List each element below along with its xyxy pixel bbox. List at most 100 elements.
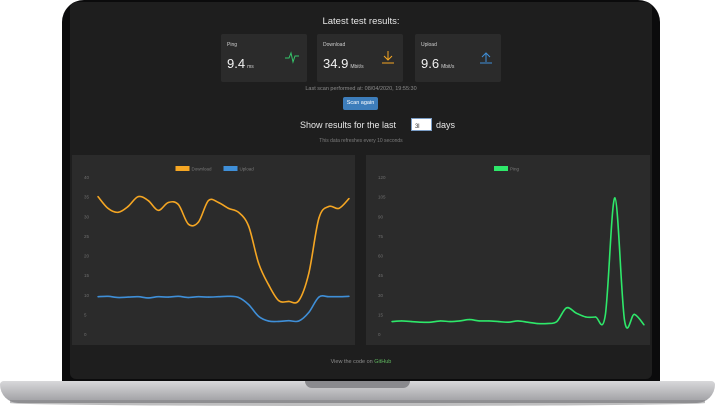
footer: View the code on GitHub	[70, 359, 652, 365]
data-point	[449, 320, 451, 323]
data-point	[207, 296, 210, 298]
laptop-notch	[305, 381, 410, 388]
data-point	[97, 296, 99, 298]
data-point	[348, 197, 350, 200]
upload-value: 9.6 Mbit/s	[421, 56, 455, 71]
series-line-download	[97, 195, 350, 304]
data-point	[517, 320, 519, 322]
ping-unit: ms	[247, 64, 254, 70]
data-point	[546, 322, 548, 325]
data-point	[468, 318, 471, 321]
laptop-base-shadow	[10, 400, 705, 406]
upload-label: Upload	[421, 42, 437, 48]
data-point	[147, 199, 149, 202]
ping-chart: 120 105 90 75 60 45 30 15 0 Ping	[378, 166, 645, 337]
y-tick-label: 120	[378, 175, 386, 180]
y-tick-label: 30	[84, 214, 90, 219]
data-point	[278, 299, 280, 302]
y-tick-label: 0	[84, 332, 87, 337]
download-unit: Mbit/s	[350, 64, 364, 70]
data-point	[187, 296, 190, 299]
y-tick-label: 30	[378, 293, 384, 298]
data-point	[187, 223, 190, 225]
series-line-upload	[97, 295, 350, 323]
data-point	[177, 295, 180, 298]
data-point	[237, 296, 240, 299]
data-point	[207, 199, 210, 202]
ping-card: Ping 9.4 ms	[221, 34, 307, 82]
data-point	[157, 296, 159, 298]
ping-chart-panel: 120 105 90 75 60 45 30 15 0 Ping	[366, 155, 650, 345]
speed-chart-panel: 40 35 30 25 20 15 10 5 0 Download Upload	[72, 155, 355, 345]
data-point	[497, 320, 500, 323]
legend-label: Download	[192, 167, 213, 172]
data-point	[478, 320, 480, 322]
ping-value: 9.4 ms	[227, 56, 254, 71]
data-point	[217, 201, 220, 204]
download-label: Download	[323, 42, 346, 48]
data-point	[288, 319, 290, 322]
data-point	[97, 195, 99, 198]
data-point	[147, 297, 149, 299]
refresh-note: This data refreshes every 10 seconds	[319, 138, 403, 144]
data-point	[308, 311, 310, 314]
laptop-base	[0, 381, 715, 403]
last-scan-text: Last scan performed at: 08/04/2020, 19:5…	[305, 86, 417, 92]
data-point	[177, 203, 180, 206]
y-tick-label: 5	[84, 312, 87, 317]
data-point	[594, 316, 597, 318]
data-point	[439, 320, 442, 322]
data-point	[318, 217, 320, 219]
data-point	[488, 320, 490, 322]
data-point	[328, 296, 330, 298]
data-point	[197, 221, 200, 223]
y-tick-label: 105	[378, 195, 386, 200]
legend-swatch[interactable]	[175, 166, 190, 171]
ping-label: Ping	[227, 42, 238, 48]
download-arrow-icon	[382, 51, 394, 64]
data-point	[227, 295, 230, 298]
data-point	[157, 209, 159, 212]
data-point	[197, 296, 200, 298]
data-point	[633, 313, 636, 316]
data-point	[420, 321, 422, 323]
y-tick-label: 40	[84, 175, 90, 180]
legend-swatch[interactable]	[223, 166, 238, 171]
data-point	[298, 299, 300, 302]
data-point	[267, 284, 270, 286]
app-screen: Latest test results: Ping 9.4 ms Download…	[70, 2, 652, 379]
data-point	[217, 296, 220, 298]
y-tick-label: 15	[84, 273, 90, 278]
data-point	[459, 320, 461, 322]
upload-unit: Mbit/s	[441, 64, 455, 70]
data-point	[267, 320, 270, 322]
github-link[interactable]: GitHub	[374, 359, 392, 365]
y-tick-label: 45	[378, 273, 384, 278]
page-title: Latest test results:	[322, 16, 400, 27]
data-point	[318, 296, 320, 298]
download-card: Download 34.9 Mbit/s	[317, 34, 403, 82]
y-tick-label: 75	[378, 234, 384, 239]
series-line-ping	[391, 197, 645, 329]
footer-text: View the code on	[330, 359, 373, 365]
legend-label: Upload	[240, 167, 255, 172]
scan-again-button[interactable]: Scan again	[343, 97, 378, 110]
y-tick-label: 20	[84, 254, 90, 259]
legend-swatch[interactable]	[494, 166, 508, 171]
data-point	[348, 295, 350, 298]
data-point	[257, 315, 260, 318]
data-point	[227, 207, 230, 210]
data-point	[107, 207, 109, 210]
data-point	[430, 321, 432, 323]
y-tick-label: 25	[84, 234, 90, 239]
data-point	[137, 195, 139, 198]
data-point	[614, 197, 616, 199]
legend-label: Ping	[510, 167, 520, 172]
data-point	[391, 320, 393, 323]
data-point	[278, 320, 280, 323]
pulse-icon	[285, 51, 299, 64]
data-point	[575, 312, 577, 314]
data-point	[604, 314, 606, 317]
data-point	[247, 225, 250, 227]
